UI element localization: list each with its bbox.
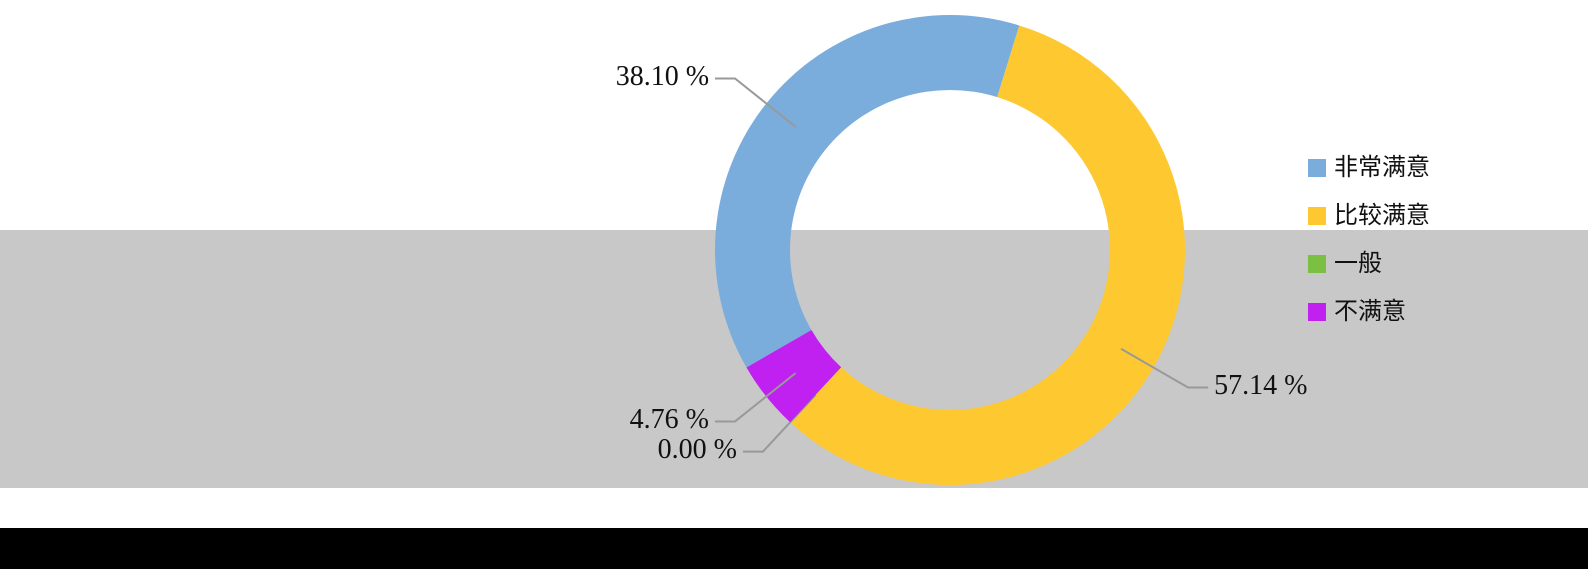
legend-swatch xyxy=(1308,159,1326,177)
legend-label: 一般 xyxy=(1334,249,1382,277)
page: 38.10 %57.14 %0.00 %4.76 %非常满意比较满意一般不满意 … xyxy=(0,0,1588,569)
data-label: 57.14 % xyxy=(1214,370,1307,401)
data-label: 4.76 % xyxy=(630,404,709,435)
glitch-strip xyxy=(0,528,1588,569)
data-label: 0.00 % xyxy=(658,434,737,465)
legend-swatch xyxy=(1308,303,1326,321)
legend-label: 非常满意 xyxy=(1334,153,1430,181)
legend-swatch xyxy=(1308,207,1326,225)
chart: 38.10 % 57.14 % 0.00 %4.76 % 非常满意比较满意一般不满意 xyxy=(0,0,1588,569)
data-label: 38.10 % xyxy=(616,61,709,92)
legend-label: 不满意 xyxy=(1334,297,1406,325)
legend-swatch xyxy=(1308,255,1326,273)
legend-label: 比较满意 xyxy=(1334,201,1430,229)
